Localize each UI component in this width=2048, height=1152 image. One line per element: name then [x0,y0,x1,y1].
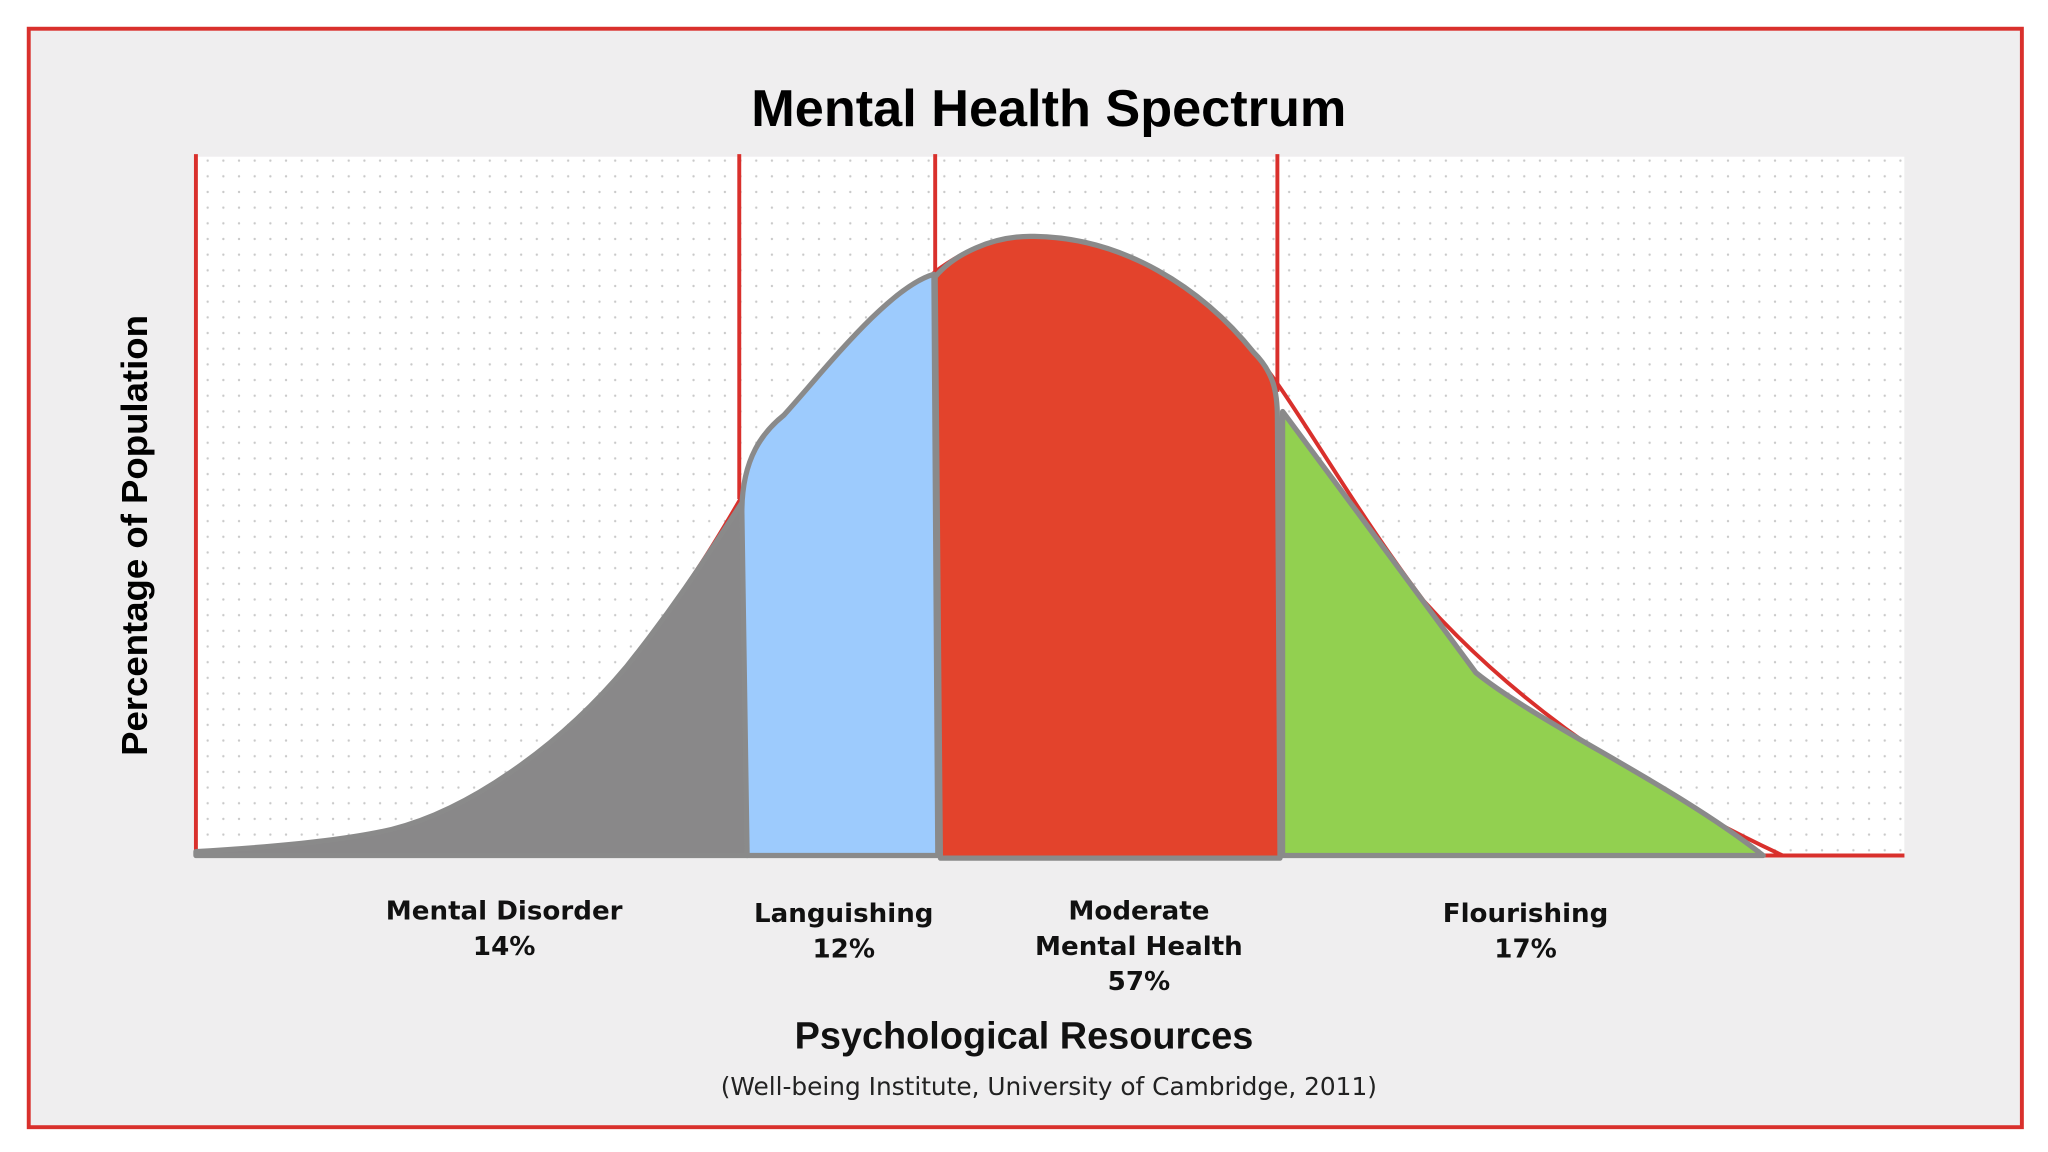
source-note: (Well-being Institute, University of Cam… [721,1072,1377,1101]
segment-value: 12% [812,932,876,964]
segment-label-box: Mental Disorder 14% [347,893,660,964]
segment-name: Languishing [753,897,934,929]
segment-value: 17% [1494,932,1557,964]
segment-label-box: Flourishing 17% [1395,896,1656,967]
segment-label-box: Languishing 12% [713,896,974,967]
segment-value: 14% [472,929,536,962]
segment-value: 57% [1107,965,1171,997]
segment-area [739,271,941,859]
segment-name: Moderate Mental Health [1035,894,1243,962]
y-axis-label: Percentage of Population [114,315,155,756]
segment-area [932,233,1283,861]
segment-name: Flourishing [1442,897,1609,929]
chart-title: Mental Health Spectrum [751,80,1346,138]
segment-area [1279,408,1766,859]
x-axis-label: Psychological Resources [795,1015,1254,1057]
segment-area [193,500,750,859]
segment-label-box: Moderate Mental Health 57% [1029,893,1248,999]
segment-name: Mental Disorder [385,894,623,927]
segments [193,233,1766,861]
